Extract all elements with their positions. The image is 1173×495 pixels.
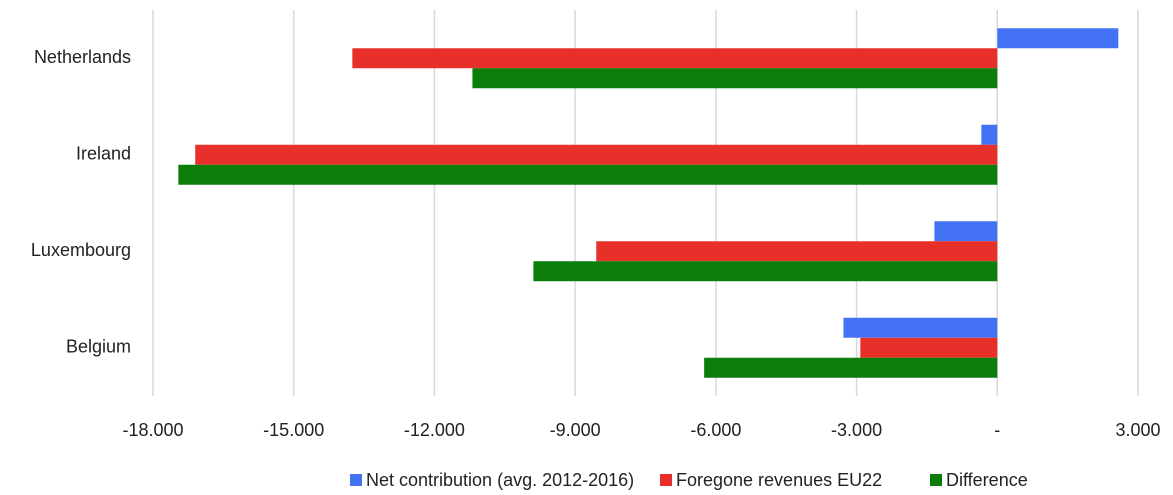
bar	[195, 144, 998, 165]
x-tick-label: -9.000	[550, 420, 601, 440]
legend-swatch	[930, 474, 942, 486]
bar	[934, 221, 998, 242]
y-tick-label: Ireland	[76, 144, 131, 164]
bar	[533, 261, 998, 282]
bar	[843, 317, 998, 338]
x-tick-label: -3.000	[831, 420, 882, 440]
y-tick-label: Belgium	[66, 337, 131, 357]
x-tick-label: 3.000	[1115, 420, 1160, 440]
bar	[704, 357, 998, 378]
legend-swatch	[660, 474, 672, 486]
x-tick-label: -18.000	[122, 420, 183, 440]
bar	[178, 164, 998, 185]
bar	[860, 337, 998, 358]
y-tick-label: Netherlands	[34, 47, 131, 67]
bar	[596, 241, 998, 262]
legend-label: Difference	[946, 470, 1028, 490]
bar	[352, 48, 998, 69]
x-tick-label: -6.000	[690, 420, 741, 440]
x-tick-label: -15.000	[263, 420, 324, 440]
x-tick-label: -12.000	[404, 420, 465, 440]
bar	[472, 68, 998, 89]
bar	[981, 124, 998, 145]
y-tick-label: Luxembourg	[31, 240, 131, 260]
bar	[997, 28, 1119, 49]
legend-swatch	[350, 474, 362, 486]
legend-label: Foregone revenues EU22	[676, 470, 882, 490]
legend-label: Net contribution (avg. 2012-2016)	[366, 470, 634, 490]
x-tick-label: -	[994, 420, 1000, 440]
